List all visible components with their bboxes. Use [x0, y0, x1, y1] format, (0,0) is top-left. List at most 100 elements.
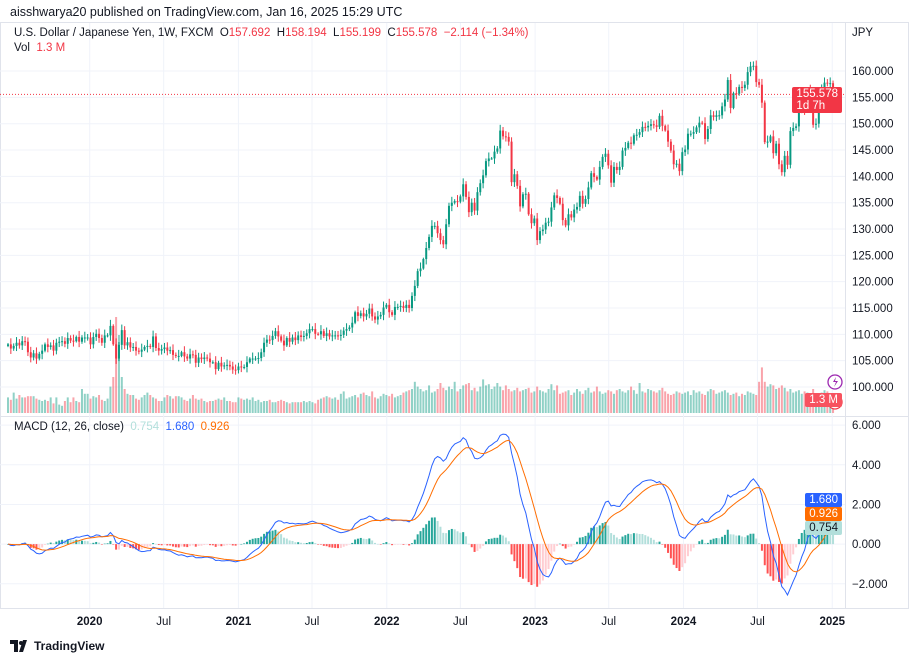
- volume-bar: [581, 393, 584, 413]
- macd-histogram-bar: [564, 544, 567, 549]
- volume-bar: [302, 401, 305, 413]
- volume-bar: [598, 391, 601, 413]
- candle-body: [98, 333, 101, 339]
- volume-bar: [712, 390, 715, 413]
- macd-histogram-bar: [624, 535, 627, 545]
- candle-body: [539, 231, 542, 241]
- macd-histogram-bar: [675, 544, 678, 569]
- volume-bar: [399, 395, 402, 413]
- tradingview-logo[interactable]: TradingView: [10, 639, 104, 653]
- macd-histogram-bar: [556, 544, 559, 547]
- macd-histogram-bar: [248, 539, 251, 545]
- candle-body: [52, 345, 55, 351]
- currency-label[interactable]: JPY: [852, 27, 874, 39]
- volume-bar: [217, 398, 220, 413]
- volume-bar: [339, 393, 342, 413]
- candle-body: [234, 369, 237, 371]
- last-price: 155.578: [796, 88, 838, 100]
- macd-histogram-bar: [832, 529, 835, 545]
- volume-bar: [419, 389, 422, 413]
- candle-body: [12, 345, 15, 349]
- macd-histogram-bar: [305, 542, 308, 545]
- volume-bar: [280, 399, 283, 413]
- macd-histogram-bar: [234, 544, 237, 546]
- volume-bar: [521, 390, 524, 413]
- macd-histogram-bar: [615, 537, 618, 545]
- macd-histogram-bar: [354, 539, 357, 545]
- candle-body: [493, 151, 496, 159]
- macd-histogram-bar: [789, 544, 792, 564]
- macd-histogram-bar: [604, 522, 607, 545]
- symbol-legend[interactable]: U.S. Dollar / Japanese Yen, 1W, FXCM O15…: [14, 27, 529, 39]
- volume-bar: [24, 397, 27, 413]
- macd-legend[interactable]: MACD (12, 26, close) 0.754 1.680 0.926: [14, 421, 229, 433]
- macd-histogram-bar: [704, 542, 707, 545]
- volume-bar: [183, 399, 186, 413]
- macd-histogram-bar: [189, 544, 192, 547]
- volume-bar: [479, 386, 482, 413]
- signal-line: [7, 439, 834, 573]
- volume-bar: [678, 392, 681, 413]
- macd-histogram-bar: [311, 541, 314, 545]
- macd-histogram-bar: [664, 544, 667, 548]
- volume-bar: [689, 395, 692, 413]
- volume-bar: [263, 401, 266, 413]
- macd-histogram-bar: [413, 539, 416, 545]
- candle-body: [479, 183, 482, 193]
- volume-bar: [556, 385, 559, 413]
- macd-histogram-bar: [194, 544, 197, 547]
- macd-histogram-bar: [709, 539, 712, 545]
- macd-histogram-bar: [760, 544, 763, 551]
- candle-body: [388, 304, 391, 313]
- candle-body: [291, 337, 294, 342]
- macd-histogram-bar: [527, 544, 530, 583]
- volume-bar: [607, 390, 610, 413]
- macd-histogram-bar: [180, 544, 183, 547]
- candle-body: [393, 306, 396, 315]
- volume-bar: [72, 397, 75, 413]
- candle-body: [632, 135, 635, 144]
- candle-body: [612, 166, 615, 183]
- volume-bar: [191, 395, 194, 413]
- volume-bar: [160, 401, 163, 413]
- macd-histogram-bar: [803, 529, 806, 545]
- macd-histogram-bar: [177, 544, 180, 548]
- candle-body: [695, 127, 698, 133]
- macd-histogram-bar: [647, 536, 650, 545]
- candle-body: [58, 341, 61, 343]
- candle-body: [66, 338, 69, 344]
- macd-histogram-bar: [496, 537, 499, 545]
- candle-body: [334, 335, 337, 337]
- macd-signal-value: 0.926: [200, 421, 230, 433]
- macd-histogram-bar: [254, 538, 257, 545]
- volume-bar: [308, 401, 311, 413]
- candle-body: [345, 329, 348, 331]
- macd-histogram-bar: [573, 544, 576, 545]
- time-tick-label: 2020: [77, 616, 103, 628]
- volume-bar: [803, 391, 806, 413]
- macd-histogram-bar: [797, 538, 800, 545]
- candle-body: [502, 130, 505, 137]
- vol-value: 1.3 M: [36, 42, 66, 54]
- macd-histogram-bar: [530, 544, 533, 586]
- volume-bar: [331, 398, 334, 413]
- macd-histogram-bar: [191, 544, 194, 546]
- volume-bar: [536, 386, 539, 413]
- volume-bar: [510, 391, 513, 413]
- price-tick-label: 105.000: [852, 356, 894, 368]
- volume-legend[interactable]: Vol 1.3 M: [14, 42, 65, 54]
- candle-body: [208, 358, 211, 363]
- volume-bar: [578, 391, 581, 413]
- candle-body: [41, 350, 44, 354]
- candle-body: [521, 194, 524, 207]
- volume-bar: [123, 389, 126, 413]
- candle-body: [684, 149, 687, 153]
- candle-body: [240, 366, 243, 368]
- macd-histogram-bar: [601, 523, 604, 545]
- vol-label: Vol: [14, 42, 30, 54]
- time-tick-label: 2022: [374, 616, 400, 628]
- volume-bar: [297, 402, 300, 413]
- macd-histogram-bar: [52, 543, 55, 545]
- volume-bar: [573, 392, 576, 413]
